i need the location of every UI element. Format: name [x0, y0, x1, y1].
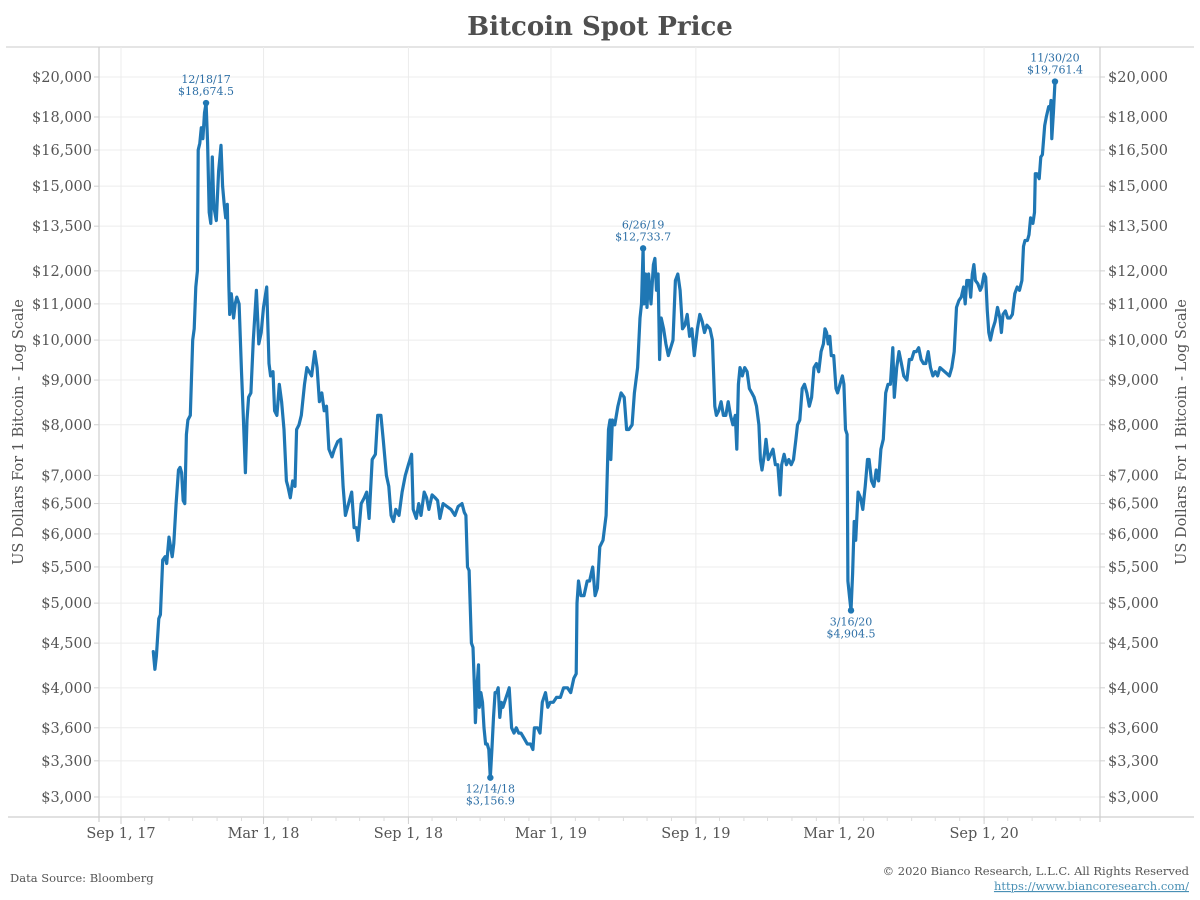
y-tick-label-right: $11,000	[1108, 297, 1168, 313]
x-gridlines	[120, 47, 985, 817]
annotation-date: 12/18/17	[181, 73, 230, 86]
y-tick-label-left: $6,500	[41, 497, 92, 513]
y-tick-label-right: $18,000	[1108, 110, 1168, 126]
y-tick-label-left: $10,000	[32, 333, 92, 349]
annotation-date: 11/30/20	[1030, 52, 1079, 65]
annotation-date: 6/26/19	[622, 218, 664, 231]
y-tick-label-right: $7,000	[1108, 468, 1159, 484]
x-tick-label: Mar 1, 20	[803, 826, 875, 842]
y-tick-label-right: $4,000	[1108, 681, 1159, 697]
y-axis-title-right: US Dollars For 1 Bitcoin - Log Scale	[1174, 299, 1190, 565]
y-tick-label-right: $3,300	[1108, 754, 1159, 770]
y-tick-label-right: $16,500	[1108, 143, 1168, 159]
annotation-point	[202, 99, 210, 107]
y-tick-label-left: $5,500	[41, 560, 92, 576]
x-tick-label: Sep 1, 17	[86, 826, 155, 842]
y-axis-right-ticks: $20,000 $18,000 $16,500 $15,000 $13,500 $12,0…	[1100, 70, 1168, 806]
x-tick-label: Sep 1, 19	[661, 826, 730, 842]
y-tick-label-right: $10,000	[1108, 333, 1168, 349]
y-tick-label-left: $3,300	[41, 754, 92, 770]
y-tick-label-left: $12,000	[32, 264, 92, 280]
y-tick-label-right: $13,500	[1108, 219, 1168, 235]
y-tick-label-right: $5,500	[1108, 560, 1159, 576]
annotation-date: 12/14/18	[466, 783, 515, 796]
annotation-value: $4,904.5	[827, 627, 876, 640]
y-tick-label-left: $3,000	[41, 790, 92, 806]
annotation-value: $19,761.4	[1027, 64, 1083, 77]
x-axis-ticks: Sep 1, 17 Mar 1, 18 Sep 1, 18 Mar 1, 19 Sep …	[86, 817, 1081, 842]
y-tick-label-right: $5,000	[1108, 596, 1159, 612]
annotation: 12/18/17$18,674.5	[178, 73, 234, 107]
y-tick-label-right: $20,000	[1108, 70, 1168, 86]
annotation-point	[1051, 78, 1059, 85]
y-tick-label-left: $3,600	[41, 721, 92, 737]
annotation-value: $18,674.5	[178, 85, 234, 98]
y-tick-label-left: $15,000	[32, 179, 92, 195]
y-tick-label-left: $9,000	[41, 373, 92, 389]
y-tick-label-right: $6,500	[1108, 497, 1159, 513]
y-tick-label-left: $4,500	[41, 636, 92, 652]
y-tick-label-left: $20,000	[32, 70, 92, 86]
annotation-point	[639, 245, 647, 252]
y-tick-label-left: $6,000	[41, 527, 92, 543]
annotation-point	[487, 774, 494, 781]
y-tick-label-right: $12,000	[1108, 264, 1168, 280]
annotation: 12/14/18$3,156.9	[466, 774, 515, 808]
y-tick-label-right: $6,000	[1108, 527, 1159, 543]
x-tick-label: Sep 1, 18	[374, 826, 443, 842]
y-tick-label-left: $13,500	[32, 219, 92, 235]
data-source-label: Data Source: Bloomberg	[10, 871, 154, 885]
y-tick-label-right: $4,500	[1108, 636, 1159, 652]
chart-title: Bitcoin Spot Price	[467, 12, 733, 42]
annotations: 12/18/17$18,674.5 12/14/18$3,156.9 6/26/19…	[178, 52, 1083, 808]
annotation: 6/26/19$12,733.7	[615, 218, 671, 252]
y-tick-label-left: $5,000	[41, 596, 92, 612]
y-axis-title-left: US Dollars For 1 Bitcoin - Log Scale	[11, 299, 27, 565]
series-line-bitcoin-price	[151, 80, 1057, 780]
y-tick-label-left: $16,500	[32, 143, 92, 159]
y-tick-label-right: $8,000	[1108, 418, 1159, 434]
y-axis-left-ticks: $20,000 $18,000 $16,500 $15,000 $13,500 $12,0…	[32, 70, 99, 806]
annotation-value: $12,733.7	[615, 230, 671, 243]
website-link[interactable]: https://www.biancoresearch.com/	[994, 879, 1189, 893]
annotation-date: 3/16/20	[830, 615, 872, 628]
y-gridlines	[99, 76, 1100, 798]
annotation: 11/30/20$19,761.4	[1027, 52, 1083, 85]
copyright-label: © 2020 Bianco Research, L.L.C. All Right…	[883, 864, 1190, 878]
y-tick-label-left: $8,000	[41, 418, 92, 434]
y-tick-label-right: $3,600	[1108, 721, 1159, 737]
y-tick-label-right: $9,000	[1108, 373, 1159, 389]
y-tick-label-left: $4,000	[41, 681, 92, 697]
annotation-point	[847, 607, 855, 614]
y-tick-label-right: $15,000	[1108, 179, 1168, 195]
annotation-value: $3,156.9	[466, 795, 515, 808]
y-tick-label-right: $3,000	[1108, 790, 1159, 806]
y-tick-label-left: $7,000	[41, 468, 92, 484]
y-tick-label-left: $18,000	[32, 110, 92, 126]
x-tick-label: Mar 1, 18	[228, 826, 300, 842]
x-tick-label: Mar 1, 19	[515, 826, 587, 842]
y-tick-label-left: $11,000	[32, 297, 92, 313]
annotation: 3/16/20$4,904.5	[827, 607, 876, 640]
x-tick-label: Sep 1, 20	[949, 826, 1018, 842]
